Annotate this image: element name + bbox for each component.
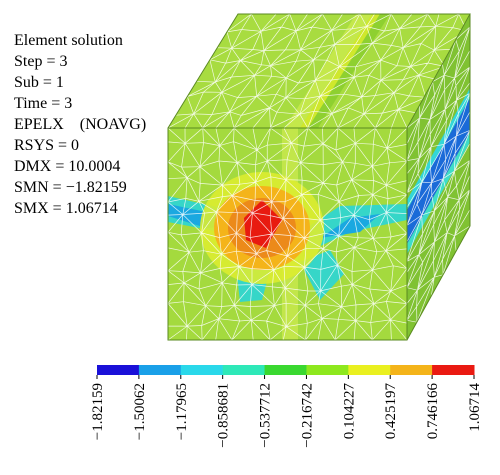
legend-tick-label: 0.104227 bbox=[341, 383, 357, 440]
info-rsys: RSYS = 0 bbox=[14, 137, 80, 154]
info-substep: Sub = 1 bbox=[14, 74, 64, 91]
legend-color-cell bbox=[180, 365, 224, 375]
result-info-panel: Element solution Step = 3 Sub = 1 Time =… bbox=[14, 30, 146, 219]
info-title: Element solution bbox=[14, 32, 123, 49]
mesh-lines bbox=[168, 14, 468, 128]
legend-tick-label: 0.425197 bbox=[383, 383, 399, 440]
legend-tick-label: −1.17965 bbox=[174, 383, 190, 440]
legend-tick-label: −1.82159 bbox=[90, 383, 106, 440]
legend-color-cell bbox=[138, 365, 182, 375]
info-smx: SMX = 1.06714 bbox=[14, 200, 118, 217]
cube-front-face bbox=[168, 128, 407, 340]
legend-tick-label: 1.06714 bbox=[467, 383, 483, 432]
mesh-lines bbox=[168, 128, 407, 340]
legend-color-cell bbox=[306, 365, 349, 375]
info-result-item: EPELX (NOAVG) bbox=[14, 116, 147, 133]
cube-outline bbox=[167, 13, 471, 341]
legend-color-cell bbox=[348, 365, 391, 375]
legend-tick-label: −1.50062 bbox=[132, 383, 148, 440]
info-time: Time = 3 bbox=[14, 95, 73, 112]
legend-color-bar bbox=[96, 365, 475, 379]
info-dmx: DMX = 10.0004 bbox=[14, 158, 121, 175]
legend-tick-labels: −1.82159 −1.50062 −1.17965 −0.858681 −0.5377… bbox=[90, 383, 483, 448]
legend-tick-label: −0.537712 bbox=[258, 383, 274, 448]
legend-tick-label: −0.216742 bbox=[299, 383, 315, 448]
legend-color-cell bbox=[264, 365, 307, 375]
legend-color-cell bbox=[390, 365, 433, 375]
legend-tick-label: −0.858681 bbox=[216, 383, 232, 448]
info-step: Step = 3 bbox=[14, 53, 68, 70]
info-smn: SMN = −1.82159 bbox=[14, 179, 127, 196]
legend-tick-label: 0.746166 bbox=[425, 383, 441, 440]
legend-color-cell bbox=[222, 365, 266, 375]
legend-color-cell bbox=[97, 365, 140, 375]
legend-color-cell bbox=[432, 365, 475, 375]
